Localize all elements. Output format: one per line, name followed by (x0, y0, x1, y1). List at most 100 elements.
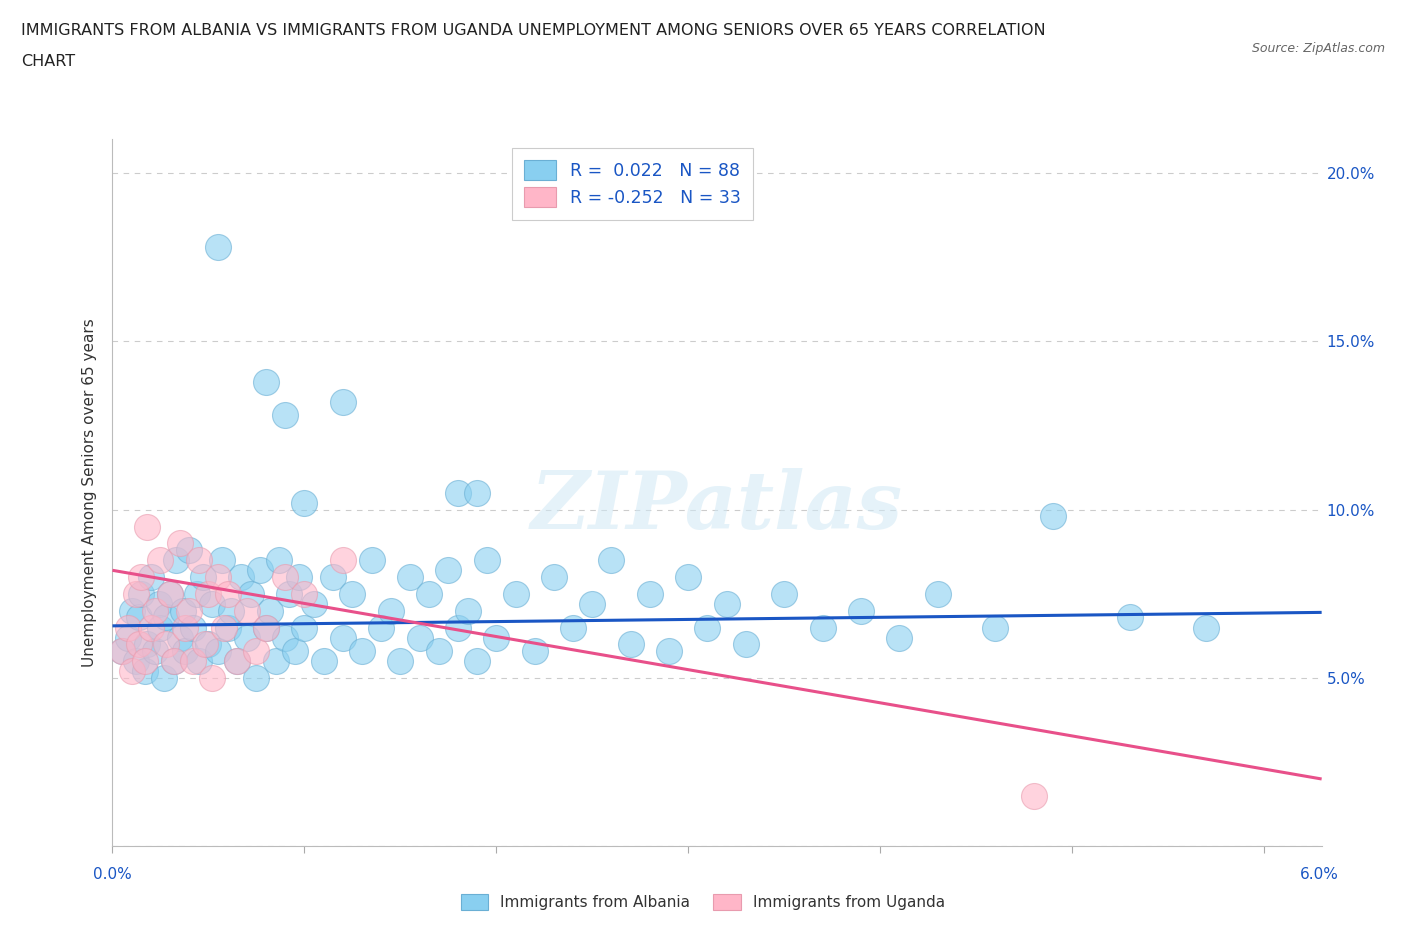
Point (179, 604, 201, 618)
Point (236, 604, 259, 618)
Point (294, 587, 316, 602)
Point (259, 604, 281, 618)
Point (143, 644, 166, 658)
Point (226, 654, 249, 669)
Point (201, 671, 224, 685)
Point (360, 552, 382, 567)
Point (284, 644, 307, 658)
Point (169, 631, 191, 645)
Point (187, 552, 209, 567)
Point (465, 654, 488, 669)
Point (169, 536, 191, 551)
Point (678, 569, 700, 584)
Point (117, 620, 139, 635)
Point (129, 587, 152, 602)
Point (342, 587, 364, 602)
Point (159, 587, 181, 602)
Point (370, 620, 392, 635)
Point (418, 587, 440, 602)
Text: IMMIGRANTS FROM ALBANIA VS IMMIGRANTS FROM UGANDA UNEMPLOYMENT AMONG SENIORS OVE: IMMIGRANTS FROM ALBANIA VS IMMIGRANTS FR… (21, 23, 1046, 38)
Point (111, 644, 134, 658)
Point (658, 644, 681, 658)
Point (437, 563, 460, 578)
Point (889, 631, 911, 645)
Point (638, 587, 661, 602)
Point (600, 552, 623, 567)
Point (505, 587, 527, 602)
Point (136, 637, 159, 652)
Point (264, 654, 287, 669)
Point (134, 664, 156, 679)
Point (174, 644, 197, 658)
Point (984, 620, 1007, 635)
Point (148, 596, 170, 611)
Point (201, 596, 224, 611)
Point (217, 587, 239, 602)
Point (332, 631, 354, 645)
Point (117, 631, 139, 645)
Point (221, 604, 243, 618)
Point (254, 620, 277, 635)
Point (447, 485, 470, 500)
Point (302, 596, 325, 611)
Point (811, 620, 834, 635)
Point (350, 644, 373, 658)
Text: ZIPatlas: ZIPatlas (531, 469, 903, 546)
Y-axis label: Unemployment Among Seniors over 65 years: Unemployment Among Seniors over 65 years (82, 319, 97, 668)
Point (128, 610, 150, 625)
Point (465, 485, 488, 500)
Point (134, 654, 156, 669)
Point (696, 620, 718, 635)
Point (716, 596, 738, 611)
Point (254, 620, 277, 635)
Text: CHART: CHART (21, 54, 75, 69)
Point (181, 654, 204, 669)
Point (181, 620, 204, 635)
Point (207, 240, 229, 255)
Point (187, 654, 209, 669)
Point (1022, 789, 1045, 804)
Point (269, 552, 291, 567)
Point (149, 620, 172, 635)
Point (773, 587, 796, 602)
Point (194, 637, 217, 652)
Point (165, 552, 187, 567)
Point (523, 644, 546, 658)
Point (155, 637, 177, 652)
Point (207, 644, 229, 658)
Point (121, 604, 143, 618)
Point (124, 587, 146, 602)
Point (427, 644, 450, 658)
Point (245, 644, 267, 658)
Point (294, 496, 316, 511)
Point (734, 637, 756, 652)
Point (163, 654, 186, 669)
Point (312, 654, 335, 669)
Text: 6.0%: 6.0% (1299, 867, 1339, 882)
Point (620, 637, 643, 652)
Point (278, 587, 301, 602)
Point (128, 637, 150, 652)
Point (211, 552, 233, 567)
Text: 0.0%: 0.0% (93, 867, 132, 882)
Point (322, 569, 344, 584)
Point (197, 587, 219, 602)
Point (287, 569, 309, 584)
Point (155, 610, 177, 625)
Point (274, 569, 297, 584)
Point (457, 604, 479, 618)
Point (173, 604, 195, 618)
Point (139, 569, 162, 584)
Point (927, 587, 949, 602)
Point (139, 620, 162, 635)
Point (543, 569, 565, 584)
Point (124, 654, 146, 669)
Point (389, 654, 412, 669)
Point (1118, 610, 1140, 625)
Point (249, 563, 271, 578)
Point (254, 375, 277, 390)
Text: Source: ZipAtlas.com: Source: ZipAtlas.com (1251, 42, 1385, 55)
Point (129, 569, 152, 584)
Legend: R =  0.022   N = 88, R = -0.252   N = 33: R = 0.022 N = 88, R = -0.252 N = 33 (512, 148, 752, 219)
Point (408, 631, 430, 645)
